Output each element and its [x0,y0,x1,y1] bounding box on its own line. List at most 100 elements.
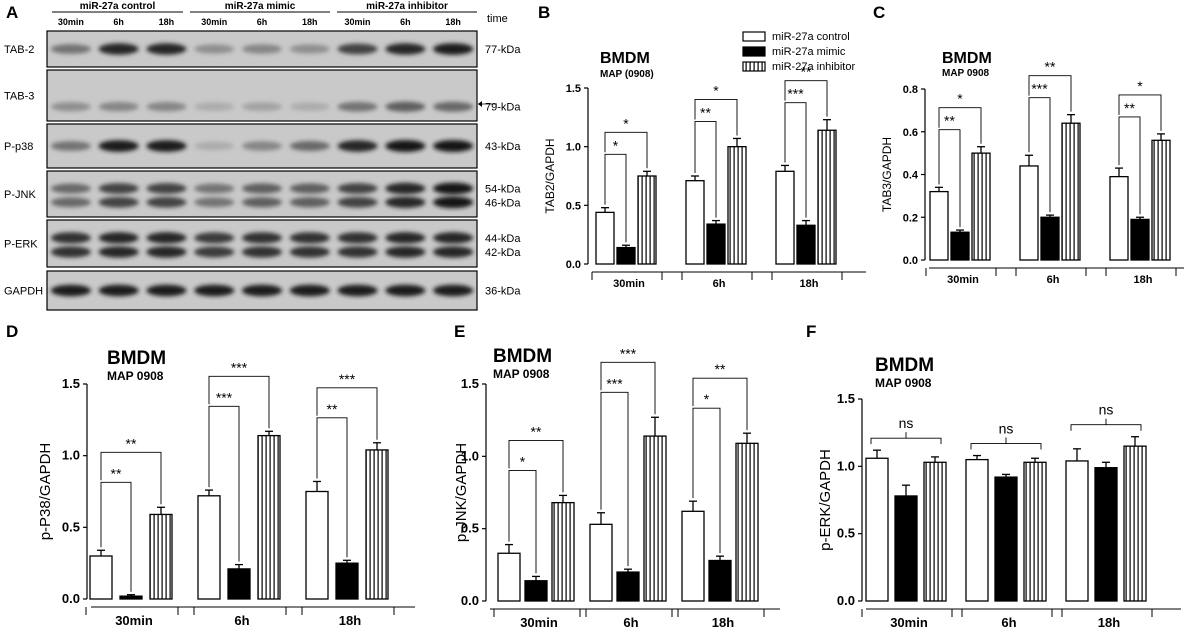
bar [1123,445,1147,602]
panel-label: E [454,322,465,341]
y-axis-label: p-P38/GAPDH [37,443,54,541]
bar [1019,165,1039,261]
y-tick-label: 0.0 [461,593,479,608]
bar [727,146,747,265]
bar [1061,122,1081,261]
blot-band [385,43,426,55]
bar [681,510,705,602]
blot-band [98,43,139,55]
significance-label: *** [787,86,804,102]
blot-band [289,232,330,244]
blot-band [194,246,235,258]
chart-subtitle: MAP 0908 [875,376,932,390]
blot-band [385,182,426,195]
bar [1151,139,1171,261]
y-tick-label: 0.8 [903,84,918,96]
legend-swatch [742,31,766,42]
significance-label: *** [339,371,356,387]
blot-band [433,140,474,152]
y-tick-label: 0.5 [566,200,581,212]
significance-label: * [520,453,526,469]
blot-band [146,140,187,152]
bar [149,513,173,600]
blot-band [289,44,330,54]
significance-label: * [613,137,619,153]
blot-band [194,44,235,54]
y-tick-label: 1.5 [461,376,479,391]
blot-band [241,232,283,244]
y-tick-label: 0.0 [837,593,855,608]
bar [589,523,613,602]
blot-band [241,102,283,112]
blot-band [433,232,474,244]
significance-bracket [208,405,240,562]
y-tick-label: 0.5 [461,521,479,536]
chart-subtitle: MAP 0908 [107,369,164,383]
y-tick-label: 0.5 [62,519,80,534]
blot-band [337,196,378,208]
significance-bracket [316,387,378,440]
significance-label: * [957,91,963,107]
blot-band [146,196,187,208]
blot-name: GAPDH [4,286,43,298]
significance-bracket [508,469,537,574]
bar [637,175,657,265]
bar [1130,218,1150,261]
blot-band [337,140,378,152]
bar [735,442,759,602]
kda-label: 44-kDa [485,233,521,245]
blot-band [385,196,426,208]
blot-band [194,183,235,194]
blot-band [385,101,426,112]
time-label: time [487,13,508,25]
significance-label: * [704,391,710,407]
significance-bracket [694,121,717,218]
lane-label: 18h [445,17,461,27]
bar [497,552,521,602]
bar [796,224,816,265]
significance-bracket [1118,116,1141,215]
y-tick-label: 0.0 [566,259,581,271]
blot-band [385,246,426,258]
chart-subtitle: MAP (0908) [600,69,654,80]
group-label: miR-27a control [80,1,156,12]
x-tick-label: 6h [1047,274,1060,286]
panel-label: D [6,322,18,341]
blot-band [289,246,330,258]
significance-bracket [1070,424,1142,431]
blot-name: P-JNK [4,189,36,201]
blot-band [194,232,235,244]
significance-label: ns [1099,402,1114,418]
bar [929,190,949,261]
bar [706,223,726,265]
legend-label: miR-27a inhibitor [772,61,855,73]
bar [89,555,113,600]
significance-bracket [938,107,982,144]
blot-name: TAB-2 [4,44,34,56]
legend-label: miR-27a mimic [772,46,846,58]
y-tick-label: 1.5 [62,376,80,391]
significance-bracket [604,131,648,169]
blot-band [50,141,91,151]
blot-band [289,102,330,112]
y-tick-label: 0.5 [837,526,855,541]
blot-name: TAB-3 [4,91,34,103]
lane-label: 6h [113,17,124,27]
blot-band [98,102,139,112]
x-tick-label: 18h [800,278,819,290]
blot-band [241,284,283,297]
bar [616,571,640,602]
significance-bracket [100,451,162,505]
significance-bracket [508,439,564,493]
chart-title: BMDM [600,50,650,67]
x-tick-label: 30min [520,615,558,630]
blot-band [146,284,187,297]
panel-label: C [873,3,885,22]
blot-band [289,141,330,151]
blot-band [194,102,235,112]
tab3-arrowhead [478,101,482,107]
bar-charts: B BMDM MAP (0908) 0.0 0.5 1.0 1.5 TAB2/GAPDH 30m… [6,3,1184,630]
